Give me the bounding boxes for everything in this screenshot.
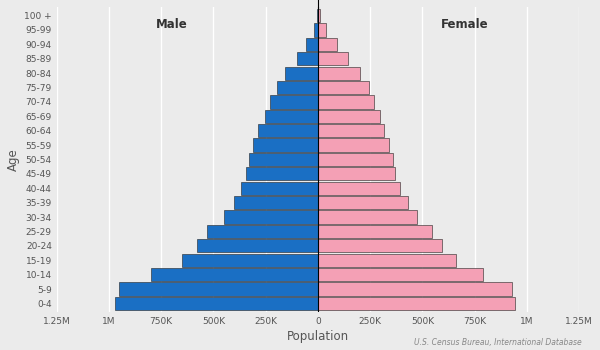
Bar	[207, 225, 318, 238]
Bar	[318, 182, 400, 195]
Bar	[318, 139, 389, 152]
Text: U.S. Census Bureau, International Database: U.S. Census Bureau, International Databa…	[414, 337, 582, 346]
Bar	[318, 282, 512, 296]
Bar	[318, 52, 348, 65]
Bar	[270, 95, 318, 108]
Bar	[318, 95, 374, 108]
X-axis label: Population: Population	[287, 330, 349, 343]
Bar	[318, 196, 408, 209]
Y-axis label: Age: Age	[7, 148, 20, 171]
Bar	[314, 23, 318, 37]
Bar	[234, 196, 318, 209]
Bar	[115, 297, 318, 310]
Bar	[182, 254, 318, 267]
Bar	[224, 210, 318, 224]
Bar	[265, 110, 318, 123]
Bar	[318, 225, 432, 238]
Bar	[249, 153, 318, 166]
Bar	[151, 268, 318, 281]
Bar	[297, 52, 318, 65]
Bar	[253, 139, 318, 152]
Bar	[259, 124, 318, 137]
Bar	[318, 254, 456, 267]
Bar	[246, 167, 318, 181]
Bar	[286, 66, 318, 80]
Bar	[318, 268, 483, 281]
Bar	[241, 182, 318, 195]
Bar	[119, 282, 318, 296]
Bar	[318, 210, 417, 224]
Bar	[317, 9, 318, 22]
Bar	[197, 239, 318, 252]
Bar	[318, 66, 359, 80]
Bar	[318, 239, 442, 252]
Bar	[318, 124, 384, 137]
Bar	[318, 297, 515, 310]
Text: Male: Male	[155, 19, 187, 32]
Bar	[318, 110, 380, 123]
Text: Female: Female	[440, 19, 488, 32]
Bar	[318, 167, 395, 181]
Bar	[318, 23, 326, 37]
Bar	[318, 38, 337, 51]
Bar	[318, 153, 393, 166]
Bar	[307, 38, 318, 51]
Bar	[318, 9, 320, 22]
Bar	[277, 81, 318, 94]
Bar	[318, 81, 369, 94]
